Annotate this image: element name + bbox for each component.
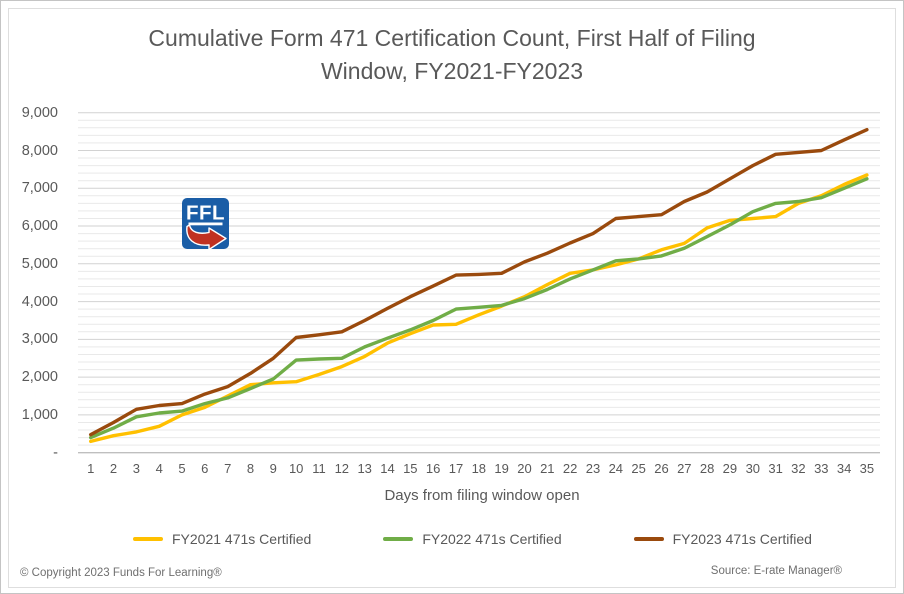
copyright-text: © Copyright 2023 Funds For Learning® (20, 567, 222, 579)
x-tick-label-35: 35 (856, 462, 878, 476)
y-tick-label-2000: 2,000 (0, 369, 58, 385)
y-tick-label-6000: 6,000 (0, 218, 58, 234)
y-tick-label-5000: 5,000 (0, 256, 58, 272)
x-tick-label-26: 26 (651, 462, 673, 476)
legend-swatch-fy2023 (634, 537, 664, 541)
x-tick-label-24: 24 (605, 462, 627, 476)
x-tick-label-33: 33 (810, 462, 832, 476)
x-tick-label-7: 7 (217, 462, 239, 476)
x-tick-label-2: 2 (103, 462, 125, 476)
x-tick-label-34: 34 (833, 462, 855, 476)
x-tick-label-4: 4 (148, 462, 170, 476)
x-tick-label-8: 8 (240, 462, 262, 476)
ffl-logo-underline (189, 223, 223, 226)
legend-label-fy2021: FY2021 471s Certified (172, 531, 311, 547)
x-tick-label-14: 14 (377, 462, 399, 476)
x-tick-label-6: 6 (194, 462, 216, 476)
x-tick-label-5: 5 (171, 462, 193, 476)
x-tick-label-21: 21 (536, 462, 558, 476)
x-tick-label-10: 10 (285, 462, 307, 476)
ffl-logo: FFL (181, 197, 230, 252)
x-tick-label-15: 15 (399, 462, 421, 476)
x-tick-label-17: 17 (445, 462, 467, 476)
y-tick-label-9000: 9,000 (0, 105, 58, 121)
chart-legend: FY2021 471s Certified FY2022 471s Certifi… (133, 528, 873, 550)
x-tick-label-29: 29 (719, 462, 741, 476)
y-tick-label-0: - (0, 445, 58, 461)
series-line-fy2023 (91, 130, 867, 435)
x-tick-label-25: 25 (628, 462, 650, 476)
legend-item-fy2022: FY2022 471s Certified (383, 531, 561, 547)
x-tick-label-12: 12 (331, 462, 353, 476)
x-tick-label-23: 23 (582, 462, 604, 476)
x-tick-label-16: 16 (422, 462, 444, 476)
x-tick-label-30: 30 (742, 462, 764, 476)
x-tick-label-22: 22 (559, 462, 581, 476)
x-tick-label-3: 3 (125, 462, 147, 476)
x-tick-label-32: 32 (787, 462, 809, 476)
legend-label-fy2023: FY2023 471s Certified (673, 531, 812, 547)
legend-swatch-fy2022 (383, 537, 413, 541)
x-tick-label-28: 28 (696, 462, 718, 476)
legend-item-fy2023: FY2023 471s Certified (634, 531, 812, 547)
y-tick-label-1000: 1,000 (0, 407, 58, 423)
x-tick-label-18: 18 (468, 462, 490, 476)
source-text: Source: E-rate Manager® (711, 565, 842, 577)
x-tick-label-20: 20 (514, 462, 536, 476)
x-tick-label-31: 31 (765, 462, 787, 476)
x-axis-title: Days from filing window open (102, 487, 862, 504)
legend-item-fy2021: FY2021 471s Certified (133, 531, 311, 547)
y-tick-label-7000: 7,000 (0, 180, 58, 196)
plot-area (0, 0, 904, 594)
y-tick-label-4000: 4,000 (0, 294, 58, 310)
legend-label-fy2022: FY2022 471s Certified (422, 531, 561, 547)
x-tick-label-13: 13 (354, 462, 376, 476)
y-tick-label-8000: 8,000 (0, 143, 58, 159)
y-tick-label-3000: 3,000 (0, 331, 58, 347)
ffl-logo-text: FFL (186, 202, 225, 225)
x-tick-label-19: 19 (491, 462, 513, 476)
x-tick-label-1: 1 (80, 462, 102, 476)
legend-swatch-fy2021 (133, 537, 163, 541)
x-tick-label-27: 27 (673, 462, 695, 476)
x-tick-label-11: 11 (308, 462, 330, 476)
x-tick-label-9: 9 (262, 462, 284, 476)
